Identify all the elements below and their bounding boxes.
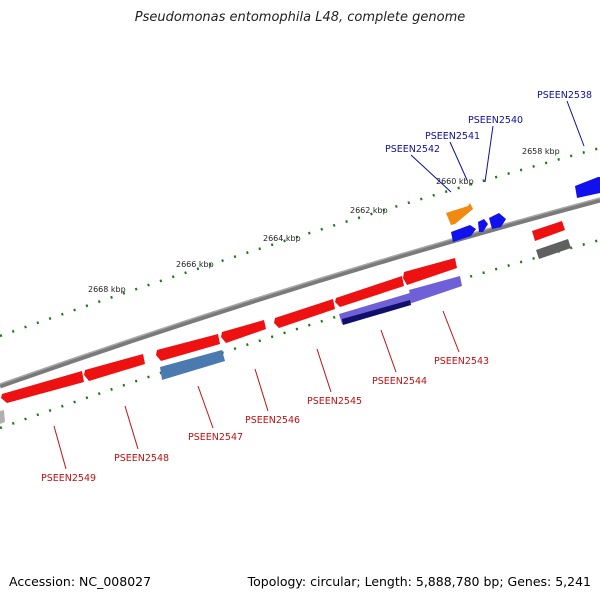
gene-PSEEN2548[interactable] [84, 354, 145, 381]
gene-PSEEN2542[interactable] [446, 203, 473, 225]
label-PSEEN2546[interactable]: PSEEN2546 [245, 415, 300, 426]
label-PSEEN2544[interactable]: PSEEN2544 [372, 376, 427, 387]
label-PSEEN2545[interactable]: PSEEN2545 [307, 396, 362, 407]
gene-PSEEN2538[interactable] [575, 177, 600, 198]
forward-strand-genes [446, 177, 600, 242]
gene-PSEEN2545[interactable] [274, 299, 335, 328]
ruler-label-2662: 2662 kbp [350, 206, 388, 215]
inner-tick-ruler [0, 238, 600, 430]
gene-PSEEN2537[interactable] [532, 221, 565, 241]
ruler-label-2666: 2666 kbp [176, 260, 214, 269]
gene-partial-gray[interactable] [0, 410, 5, 424]
leader-lines [53, 100, 585, 470]
map-title: Pseudomonas entomophila L48, complete ge… [134, 10, 466, 25]
chromosome-backbone-highlight [0, 197, 600, 385]
gene-PSEEN2544-sub[interactable] [342, 300, 411, 325]
ruler-label-2660: 2660 kbp [436, 177, 474, 186]
gene-labels: PSEEN2538 PSEEN2540 PSEEN2541 PSEEN2542 … [41, 90, 592, 484]
label-PSEEN2549[interactable]: PSEEN2549 [41, 473, 96, 484]
label-PSEEN2538[interactable]: PSEEN2538 [537, 90, 592, 101]
gene-PSEEN2543-feature[interactable] [409, 276, 462, 303]
label-PSEEN2542[interactable]: PSEEN2542 [385, 144, 440, 155]
label-PSEEN2548[interactable]: PSEEN2548 [114, 453, 169, 464]
gene-PSEEN2547-feature[interactable] [160, 350, 225, 380]
label-PSEEN2547[interactable]: PSEEN2547 [188, 432, 243, 443]
ruler-label-2658: 2658 kbp [522, 147, 560, 156]
label-PSEEN2543[interactable]: PSEEN2543 [434, 356, 489, 367]
gene-PSEEN2540[interactable] [478, 219, 488, 232]
ruler-label-2668: 2668 kbp [88, 285, 126, 294]
ruler-label-2664: 2664 kbp [263, 234, 301, 243]
accession-text: Accession: NC_008027 [9, 574, 152, 589]
label-PSEEN2540[interactable]: PSEEN2540 [468, 115, 523, 126]
gene-PSEEN2543[interactable] [403, 258, 457, 285]
gene-PSEEN2546[interactable] [221, 320, 266, 343]
label-PSEEN2541[interactable]: PSEEN2541 [425, 131, 480, 142]
gene-PSEEN2544[interactable] [335, 276, 404, 307]
chromosome-backbone [0, 197, 600, 389]
gene-PSEEN2547[interactable] [156, 334, 220, 361]
genome-summary-text: Topology: circular; Length: 5,888,780 bp… [247, 574, 591, 589]
gene-PSEEN2541[interactable] [451, 225, 476, 242]
gene-PSEEN2539[interactable] [489, 213, 506, 229]
gene-PSEEN2549[interactable] [1, 371, 84, 403]
gene-PSEEN2536[interactable] [536, 239, 571, 259]
reverse-strand-genes [0, 221, 571, 424]
